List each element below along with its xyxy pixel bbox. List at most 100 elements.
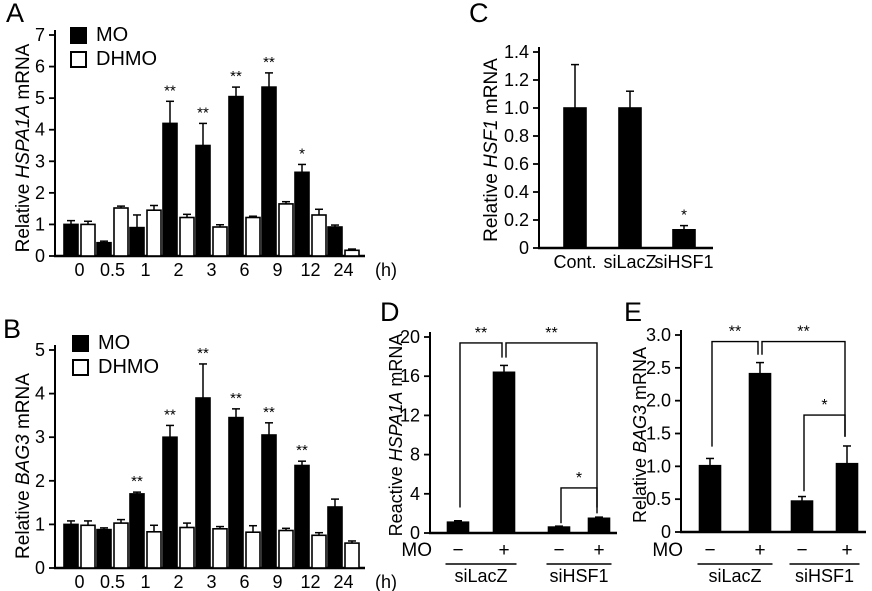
panel-letter-b: B — [3, 314, 22, 344]
bar — [261, 86, 277, 257]
bar — [212, 226, 228, 257]
bar — [179, 216, 195, 257]
significance-star: ** — [263, 404, 275, 421]
bar — [228, 95, 244, 257]
mo-sign-label: − — [704, 540, 715, 561]
y-tick-label: 5 — [35, 340, 45, 360]
significance-bracket — [560, 487, 598, 524]
y-tick-label: 0.2 — [504, 210, 529, 230]
bar — [672, 229, 696, 249]
x-tick-label: 9 — [272, 260, 282, 280]
y-tick-label: 1 — [35, 214, 45, 234]
y-tick-label: 3 — [35, 151, 45, 171]
bar — [245, 531, 261, 569]
panel-d: D Reactive HSPA1A mRNA 0 4 8 12 16 20 MO − + − + si… — [380, 295, 620, 591]
bar — [278, 529, 294, 569]
y-tick-label: 4 — [35, 384, 45, 404]
bar — [80, 223, 96, 257]
y-tick-label: 4 — [35, 120, 45, 140]
bar — [129, 493, 145, 569]
y-tick-label: 8 — [410, 445, 420, 465]
significance-label: ** — [475, 325, 487, 342]
bar — [195, 397, 211, 569]
bar — [261, 434, 277, 569]
panel-letter-c: C — [469, 0, 489, 28]
bar — [162, 122, 178, 257]
legend-row-dhmo: DHMO — [72, 357, 159, 377]
mo-row-label: MO — [401, 540, 432, 561]
significance-bracket — [761, 340, 846, 437]
panel-letter-d: D — [380, 297, 400, 327]
y-tick-label: 0 — [410, 523, 420, 543]
significance-star: ** — [263, 54, 275, 71]
bar — [80, 524, 96, 569]
group-label: siLacZ — [708, 566, 761, 586]
significance-label: * — [821, 397, 827, 414]
legend-swatch-open-icon — [72, 358, 89, 376]
significance-bracket — [803, 414, 846, 492]
y-tick-label: 0.8 — [504, 126, 529, 146]
significance-star: ** — [131, 473, 143, 490]
panel-letter-e: E — [624, 297, 643, 327]
bar — [195, 144, 211, 257]
bar — [344, 249, 360, 257]
significance-star: * — [681, 207, 687, 224]
group-label: siLacZ — [454, 566, 507, 586]
bar — [446, 521, 470, 534]
mo-sign-label: − — [452, 540, 463, 561]
bar — [63, 523, 79, 569]
bar — [228, 416, 244, 569]
bar — [618, 107, 642, 249]
x-tick-label: 1 — [140, 260, 150, 280]
panel-e: E Relative BAG3 mRNA 0 0.5 1.0 1.5 2.0 2.5 3.0… — [618, 295, 872, 591]
mo-sign-label: + — [498, 540, 509, 561]
bar — [245, 216, 261, 257]
chart-panel-e-svg: 00.51.01.52.02.53.0MO − + − +siLacZ siHSF1** *… — [646, 324, 866, 586]
y-tick-label: 6 — [35, 57, 45, 77]
x-tick-label: 2 — [173, 572, 183, 591]
significance-label: ** — [545, 325, 557, 342]
bar — [96, 528, 112, 569]
bar — [113, 207, 129, 257]
x-tick-label: 0 — [74, 572, 84, 591]
significance-star: ** — [197, 104, 209, 121]
mo-sign-label: + — [593, 540, 604, 561]
group-label: siHSF1 — [795, 566, 854, 586]
legend-row-dhmo: DHMO — [70, 49, 157, 69]
significance-bracket — [505, 342, 598, 508]
bar — [587, 517, 611, 534]
significance-label: * — [576, 470, 582, 487]
legend-label-mo: MO — [98, 332, 131, 354]
x-tick-label: 9 — [272, 572, 282, 591]
x-tick-label: 6 — [239, 260, 249, 280]
mo-sign-label: − — [553, 540, 564, 561]
legend-swatch-filled-icon — [72, 334, 89, 352]
x-tick-label: siHSF1 — [654, 252, 713, 272]
y-tick-label: 0 — [35, 246, 45, 266]
bar — [311, 214, 327, 257]
x-tick-label: 3 — [206, 260, 216, 280]
x-tick-label: 2 — [173, 260, 183, 280]
y-tick-label: 0.6 — [504, 154, 529, 174]
mo-row-label: MO — [652, 540, 683, 561]
group-label: siHSF1 — [549, 566, 608, 586]
bar — [327, 506, 343, 569]
y-tick-label: 2.0 — [646, 391, 671, 411]
y-tick-label: 1.5 — [646, 424, 671, 444]
significance-star: ** — [296, 442, 308, 459]
bar — [63, 223, 79, 257]
bar — [113, 522, 129, 569]
legend-row-mo: MO — [72, 333, 159, 353]
bar — [212, 528, 228, 569]
x-tick-label: Cont. — [553, 252, 596, 272]
y-tick-label: 3 — [35, 427, 45, 447]
significance-bracket — [711, 340, 759, 447]
panel-letter-a: A — [6, 0, 25, 28]
y-tick-label: 1.0 — [504, 98, 529, 118]
y-tick-label: 20 — [400, 327, 420, 347]
bar — [327, 226, 343, 257]
y-tick-label: 1.0 — [646, 456, 671, 476]
legend-swatch-filled-icon — [70, 26, 87, 44]
